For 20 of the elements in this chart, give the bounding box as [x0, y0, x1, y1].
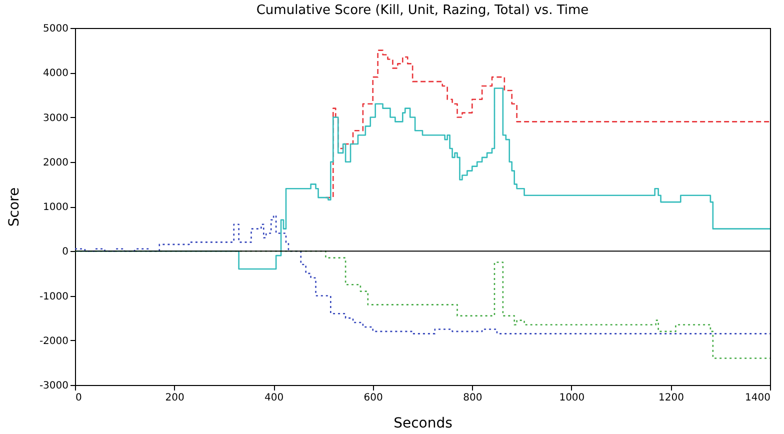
chart-title: Cumulative Score (Kill, Unit, Razing, Total) vs. Time [256, 3, 589, 18]
y-tick-label: -1000 [39, 291, 68, 302]
x-tick-label: 1200 [658, 392, 684, 404]
y-tick-label: 3000 [43, 112, 68, 124]
x-tick-label: 800 [463, 392, 482, 404]
y-tick-label: 0 [62, 246, 68, 258]
y-tick-label: -3000 [39, 380, 68, 392]
x-tick-label: 400 [264, 392, 284, 404]
y-axis-title: Score [6, 187, 22, 227]
y-tick-label: 4000 [43, 68, 68, 80]
x-tick-label: 1000 [559, 392, 585, 404]
x-tick-label: 1400 [745, 392, 770, 404]
x-axis-title: Seconds [394, 416, 452, 432]
x-tick-label: 600 [364, 392, 383, 404]
x-tick-label: 0 [76, 392, 82, 404]
y-tick-label: 2000 [43, 157, 68, 168]
y-tick-label: 5000 [43, 24, 68, 34]
y-tick-label: 1000 [43, 202, 68, 213]
x-tick-label: 200 [165, 392, 184, 404]
y-tick-label: -2000 [39, 336, 68, 347]
